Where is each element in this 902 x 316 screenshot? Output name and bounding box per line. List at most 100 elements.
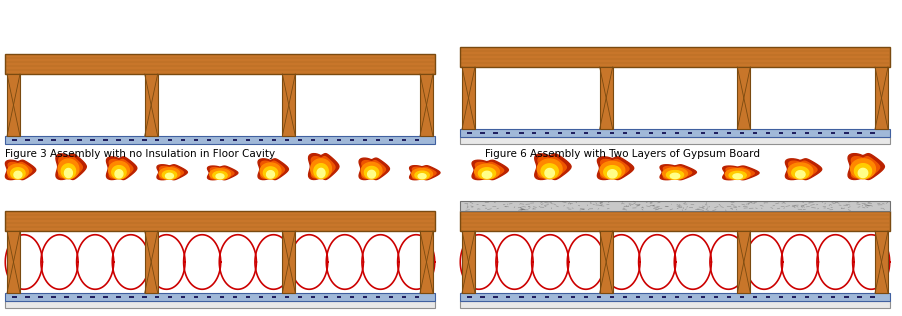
Bar [25, 296, 30, 298]
Polygon shape [791, 167, 808, 179]
Polygon shape [61, 164, 76, 179]
Bar [64, 296, 69, 298]
Bar [545, 132, 549, 134]
Bar [168, 139, 172, 141]
Polygon shape [544, 168, 554, 178]
Bar [462, 67, 474, 129]
Text: Figure 6 Assembly with Two Layers of Gypsum Board: Figure 6 Assembly with Two Layers of Gyp… [484, 149, 759, 159]
Polygon shape [64, 168, 72, 178]
Polygon shape [787, 161, 816, 178]
Polygon shape [722, 166, 759, 180]
Bar [531, 296, 536, 298]
Polygon shape [159, 168, 179, 179]
Polygon shape [8, 162, 32, 178]
Bar [144, 74, 158, 136]
Polygon shape [310, 159, 331, 179]
Polygon shape [209, 169, 230, 179]
Polygon shape [162, 171, 177, 179]
Bar [142, 139, 146, 141]
Polygon shape [850, 159, 874, 179]
Bar [310, 139, 315, 141]
Bar [817, 132, 822, 134]
Bar [466, 132, 471, 134]
Bar [778, 132, 783, 134]
Bar [220, 296, 225, 298]
Bar [129, 139, 133, 141]
Bar [51, 139, 55, 141]
Polygon shape [607, 170, 616, 178]
Polygon shape [474, 164, 499, 179]
Bar [843, 296, 848, 298]
Polygon shape [359, 158, 389, 179]
Polygon shape [311, 157, 335, 178]
Bar [700, 132, 704, 134]
Polygon shape [410, 166, 439, 180]
Bar [466, 296, 471, 298]
Bar [830, 132, 834, 134]
Bar [285, 139, 290, 141]
Bar [830, 296, 834, 298]
Bar [375, 296, 380, 298]
Polygon shape [599, 161, 624, 179]
Bar [545, 296, 549, 298]
Polygon shape [58, 159, 78, 179]
Polygon shape [362, 161, 385, 178]
Polygon shape [361, 162, 382, 179]
Bar [103, 139, 107, 141]
Bar [584, 296, 588, 298]
Bar [492, 132, 497, 134]
Bar [90, 139, 95, 141]
Bar [635, 296, 640, 298]
Bar [389, 139, 393, 141]
Bar [557, 296, 562, 298]
Bar [194, 296, 198, 298]
Bar [817, 296, 822, 298]
Bar [142, 296, 146, 298]
Bar [310, 296, 315, 298]
Bar [415, 139, 419, 141]
Polygon shape [367, 170, 375, 178]
Bar [272, 296, 276, 298]
Bar [856, 132, 861, 134]
Bar [459, 293, 889, 301]
Bar [843, 132, 848, 134]
Bar [459, 137, 889, 144]
Polygon shape [418, 174, 426, 179]
Bar [180, 296, 185, 298]
Bar [5, 301, 435, 308]
Bar [675, 296, 678, 298]
Bar [324, 139, 328, 141]
Bar [282, 74, 295, 136]
Bar [168, 296, 172, 298]
Bar [12, 296, 16, 298]
Polygon shape [415, 171, 428, 179]
Bar [874, 231, 887, 293]
Bar [856, 296, 861, 298]
Bar [336, 296, 341, 298]
Polygon shape [662, 168, 686, 179]
Bar [599, 231, 612, 293]
Polygon shape [59, 157, 82, 178]
Polygon shape [160, 167, 183, 179]
Polygon shape [482, 171, 492, 178]
Bar [207, 296, 211, 298]
Bar [415, 296, 419, 298]
Polygon shape [785, 159, 821, 179]
Bar [38, 139, 42, 141]
Bar [635, 132, 640, 134]
Polygon shape [412, 167, 436, 179]
Bar [622, 296, 627, 298]
Polygon shape [478, 168, 495, 179]
Polygon shape [538, 157, 566, 178]
Bar [220, 139, 225, 141]
Bar [233, 296, 237, 298]
Bar [661, 296, 666, 298]
Polygon shape [540, 164, 557, 179]
Bar [459, 201, 889, 211]
Polygon shape [266, 171, 274, 178]
Polygon shape [669, 173, 679, 179]
Polygon shape [56, 154, 87, 179]
Bar [505, 296, 510, 298]
Polygon shape [603, 166, 621, 179]
Polygon shape [14, 171, 22, 178]
